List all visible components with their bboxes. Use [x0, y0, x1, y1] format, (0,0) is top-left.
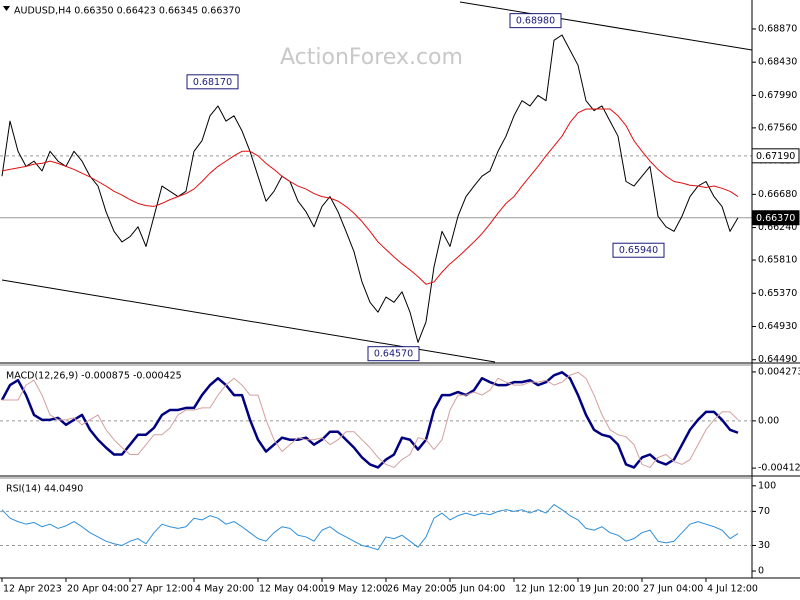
annotation-box — [509, 13, 562, 29]
y-tick-label: 100 — [758, 480, 776, 491]
title-icon — [3, 6, 10, 11]
x-tick-label: 27 Jun 04:00 — [643, 584, 703, 595]
level-label-box — [751, 210, 800, 226]
x-tick-label: 12 Jun 12:00 — [515, 584, 575, 595]
panel-title: MACD(12,26,9) -0.000875 -0.000425 — [6, 371, 182, 382]
x-tick-label: 5 Jun 04:00 — [451, 584, 505, 595]
y-tick-label: 0.66680 — [758, 189, 797, 200]
y-tick-label: 0 — [758, 566, 764, 577]
level-label-box — [751, 148, 800, 164]
x-tick-label: 12 May 04:00 — [259, 584, 324, 595]
y-tick-label: 0.68870 — [758, 23, 797, 34]
y-tick-label: -0.004128 — [758, 463, 800, 474]
annotation-label: 0.68980 — [516, 16, 555, 27]
y-tick-label: 70 — [758, 506, 770, 517]
x-tick-label: 12 Apr 2023 — [3, 584, 62, 595]
series-line — [1, 108, 739, 285]
y-tick-label: 0.64490 — [758, 354, 797, 365]
x-tick-label: 4 Jul 12:00 — [707, 584, 758, 595]
x-tick-label: 26 May 20:00 — [387, 584, 452, 595]
y-tick-label: 0.004273 — [758, 366, 800, 377]
x-tick-label: 19 May 12:00 — [323, 584, 388, 595]
y-tick-label: 0.64930 — [758, 321, 797, 332]
annotation-box — [186, 74, 239, 90]
level-label: 0.66370 — [756, 213, 795, 224]
y-tick-label: 0.67990 — [758, 90, 797, 101]
annotation-box — [367, 346, 420, 362]
series-line — [1, 504, 739, 551]
series-line — [2, 371, 739, 468]
annotation-box — [612, 242, 665, 258]
y-tick-label: 0.68430 — [758, 57, 797, 68]
series-line — [1, 34, 739, 343]
y-tick-label: 0.66240 — [758, 222, 797, 233]
annotation-label: 0.65940 — [619, 245, 658, 256]
y-tick-label: 0.65370 — [758, 288, 797, 299]
x-tick-label: 27 Apr 12:00 — [131, 584, 193, 595]
panel-title: RSI(14) 44.0490 — [6, 484, 83, 495]
annotation-label: 0.64570 — [374, 349, 413, 360]
x-tick-label: 4 May 20:00 — [195, 584, 254, 595]
x-tick-label: 19 Jun 20:00 — [579, 584, 639, 595]
y-tick-label: 0.67560 — [758, 122, 797, 133]
panel-title: AUDUSD,H4 0.66350 0.66423 0.66345 0.6637… — [14, 6, 241, 17]
channel-upper — [459, 1, 753, 51]
y-tick-label: 30 — [758, 540, 770, 551]
x-tick-label: 20 Apr 04:00 — [67, 584, 129, 595]
series-line — [0, 371, 739, 469]
watermark: ActionForex.com — [280, 45, 463, 70]
level-label: 0.67190 — [756, 151, 795, 162]
y-tick-label: 0.00 — [758, 415, 779, 426]
annotation-label: 0.68170 — [193, 77, 232, 88]
y-tick-label: 0.65810 — [758, 255, 797, 266]
